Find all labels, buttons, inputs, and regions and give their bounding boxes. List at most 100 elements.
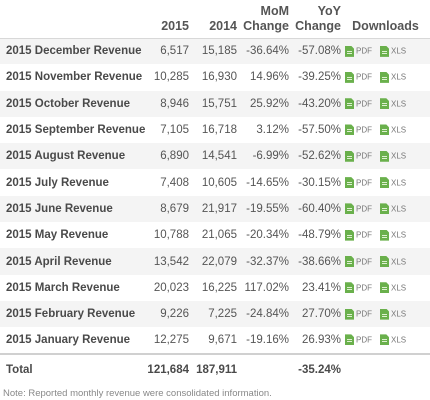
value-2014: 15,751 [189, 90, 237, 117]
xls-label: XLS [391, 178, 407, 188]
value-2015: 12,275 [147, 327, 189, 354]
xls-file-icon [380, 255, 389, 267]
pdf-file-icon [345, 71, 354, 83]
yoy-change: -30.15% [289, 169, 341, 196]
xls-download-link[interactable]: XLS [380, 98, 406, 110]
pdf-download-link[interactable]: PDF [345, 203, 372, 215]
value-2014: 21,917 [189, 195, 237, 223]
pdf-download-link[interactable]: PDF [345, 282, 372, 294]
xls-download-link[interactable]: XLS [380, 255, 407, 268]
xls-file-icon [380, 282, 389, 294]
value-2014: 16,225 [189, 274, 237, 301]
downloads-cell: PDF XLS [341, 300, 430, 328]
table-row: 2015 March Revenue 20,023 16,225 117.02% 23.… [0, 274, 430, 301]
total-downloads [341, 352, 430, 385]
pdf-label: PDF [356, 178, 372, 188]
pdf-download-link[interactable]: PDF [345, 334, 372, 346]
xls-file-icon [380, 334, 389, 346]
mom-change: -19.55% [237, 195, 289, 223]
value-2015: 9,226 [147, 300, 189, 328]
row-label: 2015 October Revenue [0, 90, 147, 117]
value-2015: 6,517 [147, 38, 189, 65]
xls-download-link[interactable]: XLS [380, 45, 406, 57]
xls-download-link[interactable]: XLS [380, 334, 406, 346]
downloads-cell: PDF XLS [341, 116, 430, 144]
value-2015: 6,890 [147, 143, 189, 170]
value-2015: 8,946 [147, 90, 189, 117]
pdf-file-icon [345, 177, 354, 189]
pdf-download-link[interactable]: PDF [345, 71, 372, 83]
table-body: 2015 December Revenue 6,517 15,185 -36.64% -… [0, 38, 430, 354]
value-2014: 21,065 [189, 222, 237, 249]
pdf-file-icon [345, 203, 354, 215]
header-label [0, 0, 147, 38]
xls-file-icon [380, 150, 389, 162]
downloads-cell: PDF XLS [341, 327, 430, 354]
pdf-download-link[interactable]: PDF [345, 124, 372, 136]
xls-label: XLS [391, 283, 407, 293]
xls-download-link[interactable]: XLS [380, 308, 406, 320]
yoy-change: -57.08% [289, 38, 341, 65]
xls-download-link[interactable]: XLS [380, 229, 406, 241]
pdf-label: PDF [356, 335, 372, 345]
row-label: 2015 August Revenue [0, 143, 147, 170]
row-label: 2015 July Revenue [0, 169, 147, 196]
header-mom: MoM Change [237, 0, 289, 38]
value-2015: 10,285 [147, 64, 189, 91]
header-yoy-line2: Change [295, 18, 341, 33]
yoy-change: -52.62% [289, 143, 341, 170]
header-2015: 2015 [161, 18, 189, 33]
table-row: 2015 August Revenue 6,890 14,541 -6.99% -52.… [0, 143, 430, 170]
table-row: 2015 November Revenue 10,285 16,930 14.96% -… [0, 64, 430, 91]
xls-label: XLS [391, 230, 407, 240]
value-2015: 20,023 [147, 274, 189, 301]
downloads-cell: PDF XLS [341, 38, 430, 65]
value-2014: 10,605 [189, 169, 237, 196]
xls-download-link[interactable]: XLS [380, 150, 406, 162]
pdf-download-link[interactable]: PDF [345, 98, 372, 110]
row-label: 2015 December Revenue [0, 38, 147, 65]
xls-download-link[interactable]: XLS [380, 177, 406, 189]
mom-change: -24.84% [237, 300, 289, 328]
table-row: 2015 July Revenue 7,408 10,605 -14.65% -30.1… [0, 169, 430, 196]
mom-change: 117.02% [237, 274, 289, 301]
mom-change: -32.37% [237, 248, 289, 275]
row-label: 2015 May Revenue [0, 222, 147, 249]
pdf-download-link[interactable]: PDF [345, 150, 372, 162]
xls-download-link[interactable]: XLS [380, 71, 406, 83]
xls-label: XLS [391, 335, 407, 345]
pdf-download-link[interactable]: PDF [345, 229, 372, 241]
value-2014: 16,718 [189, 116, 237, 144]
pdf-download-link[interactable]: PDF [345, 45, 372, 57]
value-2015: 13,542 [147, 248, 189, 275]
xls-download-link[interactable]: XLS [380, 203, 406, 215]
pdf-file-icon [345, 150, 354, 162]
pdf-download-link[interactable]: PDF [345, 308, 372, 320]
pdf-download-link[interactable]: PDF [345, 255, 372, 268]
mom-change: -19.16% [237, 327, 289, 354]
xls-label: XLS [391, 72, 407, 82]
revenue-table: 2015 2014 MoM Change YoY Change Downloads … [0, 0, 430, 385]
row-label: 2015 March Revenue [0, 274, 147, 301]
yoy-change: -39.25% [289, 64, 341, 91]
xls-download-link[interactable]: XLS [380, 282, 406, 294]
pdf-download-link[interactable]: PDF [345, 177, 372, 189]
xls-label: XLS [391, 256, 407, 266]
table-row: 2015 February Revenue 9,226 7,225 -24.84% 27… [0, 300, 430, 328]
downloads-cell: PDF XLS [341, 274, 430, 301]
pdf-file-icon [345, 124, 354, 136]
table-row: 2015 September Revenue 7,105 16,718 3.12% -5… [0, 116, 430, 144]
xls-file-icon [380, 124, 389, 136]
row-label: 2015 January Revenue [0, 327, 147, 354]
mom-change: 3.12% [237, 116, 289, 144]
xls-download-link[interactable]: XLS [380, 124, 406, 136]
value-2014: 9,671 [189, 327, 237, 354]
pdf-file-icon [345, 229, 354, 241]
value-2014: 7,225 [189, 300, 237, 328]
table-row: 2015 December Revenue 6,517 15,185 -36.64% -… [0, 38, 430, 65]
xls-file-icon [380, 98, 389, 110]
value-2015: 8,679 [147, 195, 189, 223]
downloads-cell: PDF XLS [341, 64, 430, 91]
xls-label: XLS [391, 46, 407, 56]
pdf-file-icon [345, 45, 354, 57]
